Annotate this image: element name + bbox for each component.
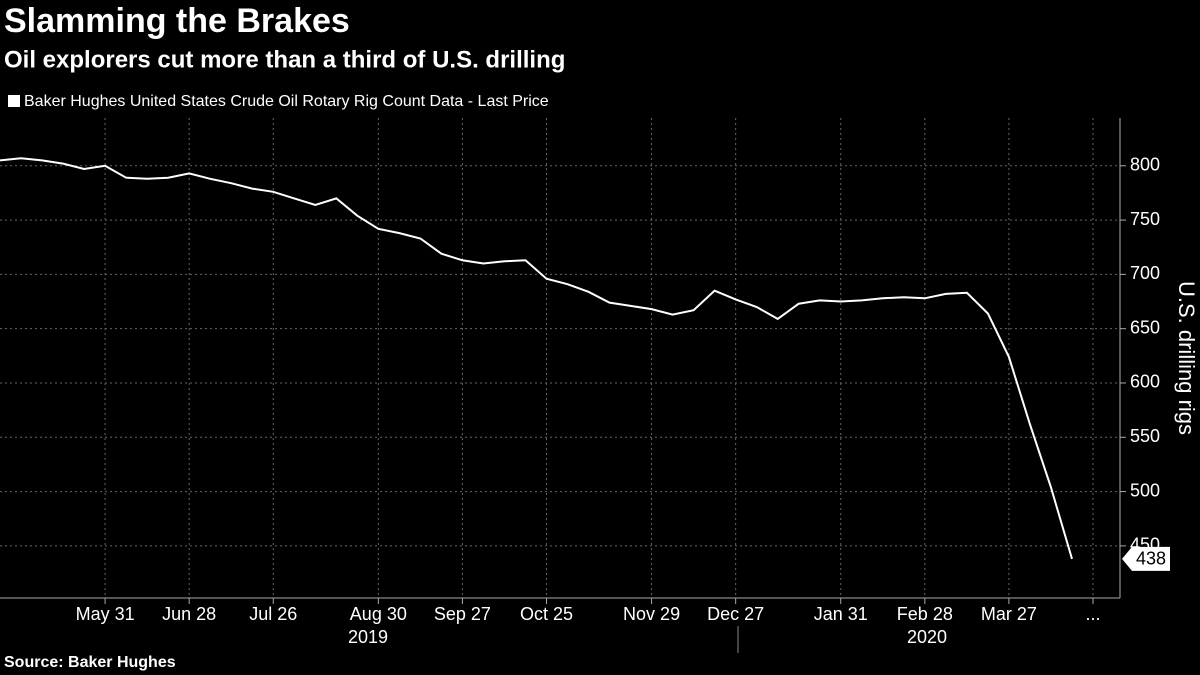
legend-label: Baker Hughes United States Crude Oil Rot… [24, 93, 549, 110]
x-tick-label: Jan 31 [814, 604, 868, 624]
y-tick-label: 550 [1130, 426, 1160, 446]
last-value-label: 438 [1136, 549, 1166, 569]
source: Source: Baker Hughes [4, 654, 176, 671]
y-tick-label: 750 [1130, 209, 1160, 229]
x-tick-label: Jun 28 [162, 604, 216, 624]
last-value-tag [1122, 546, 1170, 571]
x-tick-label: Jul 26 [249, 604, 297, 624]
y-tick-label: 700 [1130, 263, 1160, 283]
x-tick-label: Dec 27 [707, 604, 764, 624]
y-tick-label: 800 [1130, 155, 1160, 175]
x-tick-label: Oct 25 [520, 604, 573, 624]
x-tick-label: Feb 28 [897, 604, 953, 624]
legend-swatch [8, 95, 20, 107]
y-tick-label: 500 [1130, 480, 1160, 500]
x-tick-label: ... [1085, 604, 1100, 624]
x-tick-label: Mar 27 [981, 604, 1037, 624]
y-tick-label: 650 [1130, 317, 1160, 337]
x-tick-label: May 31 [76, 604, 135, 624]
chart-subtitle: Oil explorers cut more than a third of U… [4, 46, 565, 73]
x-tick-label: Nov 29 [623, 604, 680, 624]
x-tick-label: Aug 30 [350, 604, 407, 624]
y-tick-label: 600 [1130, 372, 1160, 392]
y-axis-label: U.S. drilling rigs [1174, 281, 1199, 435]
x-tick-label: Sep 27 [434, 604, 491, 624]
year-label: 2019 [348, 627, 388, 647]
chart-title: Slamming the Brakes [4, 2, 350, 40]
year-label: 2020 [907, 627, 947, 647]
line [0, 157, 1073, 560]
